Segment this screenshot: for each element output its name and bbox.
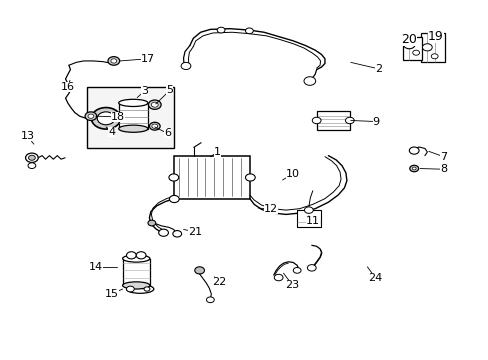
- Circle shape: [408, 147, 418, 154]
- Circle shape: [144, 287, 150, 291]
- Bar: [420, 33, 445, 62]
- Text: 21: 21: [187, 227, 202, 237]
- Circle shape: [411, 167, 415, 170]
- Text: 4: 4: [108, 127, 115, 136]
- Text: 20: 20: [400, 33, 416, 46]
- Text: 8: 8: [439, 164, 446, 174]
- Circle shape: [25, 153, 38, 162]
- Text: 24: 24: [367, 273, 382, 283]
- Ellipse shape: [119, 99, 148, 107]
- Text: 18: 18: [110, 112, 124, 122]
- Circle shape: [148, 100, 161, 109]
- Text: 22: 22: [212, 277, 226, 287]
- Circle shape: [172, 230, 181, 237]
- Bar: [316, 111, 349, 130]
- Text: 12: 12: [264, 204, 278, 215]
- Circle shape: [409, 165, 418, 172]
- Circle shape: [28, 155, 35, 160]
- Circle shape: [422, 44, 431, 51]
- Circle shape: [149, 122, 160, 130]
- Circle shape: [194, 267, 204, 274]
- Text: 15: 15: [104, 289, 119, 299]
- Circle shape: [126, 252, 136, 259]
- Circle shape: [136, 252, 146, 259]
- Circle shape: [430, 36, 437, 41]
- Circle shape: [206, 297, 214, 303]
- Circle shape: [151, 102, 158, 107]
- Ellipse shape: [126, 285, 154, 293]
- Text: 19: 19: [427, 30, 443, 43]
- Circle shape: [108, 57, 120, 65]
- Circle shape: [304, 207, 313, 213]
- Text: 17: 17: [141, 54, 155, 64]
- Circle shape: [28, 163, 36, 168]
- Bar: [87, 87, 174, 148]
- Circle shape: [168, 174, 178, 181]
- Circle shape: [148, 220, 156, 226]
- Circle shape: [111, 59, 117, 63]
- Bar: [122, 258, 150, 285]
- Ellipse shape: [122, 282, 150, 289]
- Circle shape: [304, 77, 315, 85]
- Circle shape: [307, 265, 316, 271]
- Text: 5: 5: [166, 85, 173, 95]
- Circle shape: [412, 50, 419, 55]
- Text: 14: 14: [88, 262, 102, 272]
- Circle shape: [274, 274, 283, 281]
- Ellipse shape: [122, 255, 150, 262]
- Circle shape: [345, 117, 353, 124]
- Circle shape: [97, 112, 115, 125]
- Circle shape: [312, 117, 321, 124]
- Ellipse shape: [119, 125, 148, 132]
- Bar: [174, 156, 249, 199]
- Circle shape: [158, 229, 168, 236]
- Circle shape: [245, 28, 253, 34]
- Circle shape: [126, 286, 134, 292]
- Circle shape: [245, 174, 255, 181]
- Circle shape: [91, 108, 121, 129]
- Text: 9: 9: [372, 117, 379, 127]
- Text: 2: 2: [374, 64, 382, 74]
- Circle shape: [85, 112, 97, 121]
- Circle shape: [181, 62, 190, 69]
- Circle shape: [293, 267, 301, 273]
- Text: 13: 13: [20, 131, 35, 141]
- Text: 6: 6: [163, 129, 171, 138]
- Text: 11: 11: [305, 216, 320, 226]
- Text: 23: 23: [285, 280, 299, 290]
- Circle shape: [217, 27, 224, 33]
- Bar: [119, 103, 148, 129]
- Text: 10: 10: [285, 168, 300, 179]
- Circle shape: [430, 54, 437, 59]
- Text: 16: 16: [61, 82, 75, 92]
- Text: 3: 3: [141, 86, 148, 96]
- Circle shape: [403, 40, 414, 49]
- Bar: [402, 37, 421, 60]
- Circle shape: [169, 195, 179, 203]
- Circle shape: [88, 114, 94, 118]
- Text: 1: 1: [214, 147, 221, 157]
- Circle shape: [152, 124, 158, 129]
- Bar: [297, 210, 320, 227]
- Text: 7: 7: [439, 152, 446, 162]
